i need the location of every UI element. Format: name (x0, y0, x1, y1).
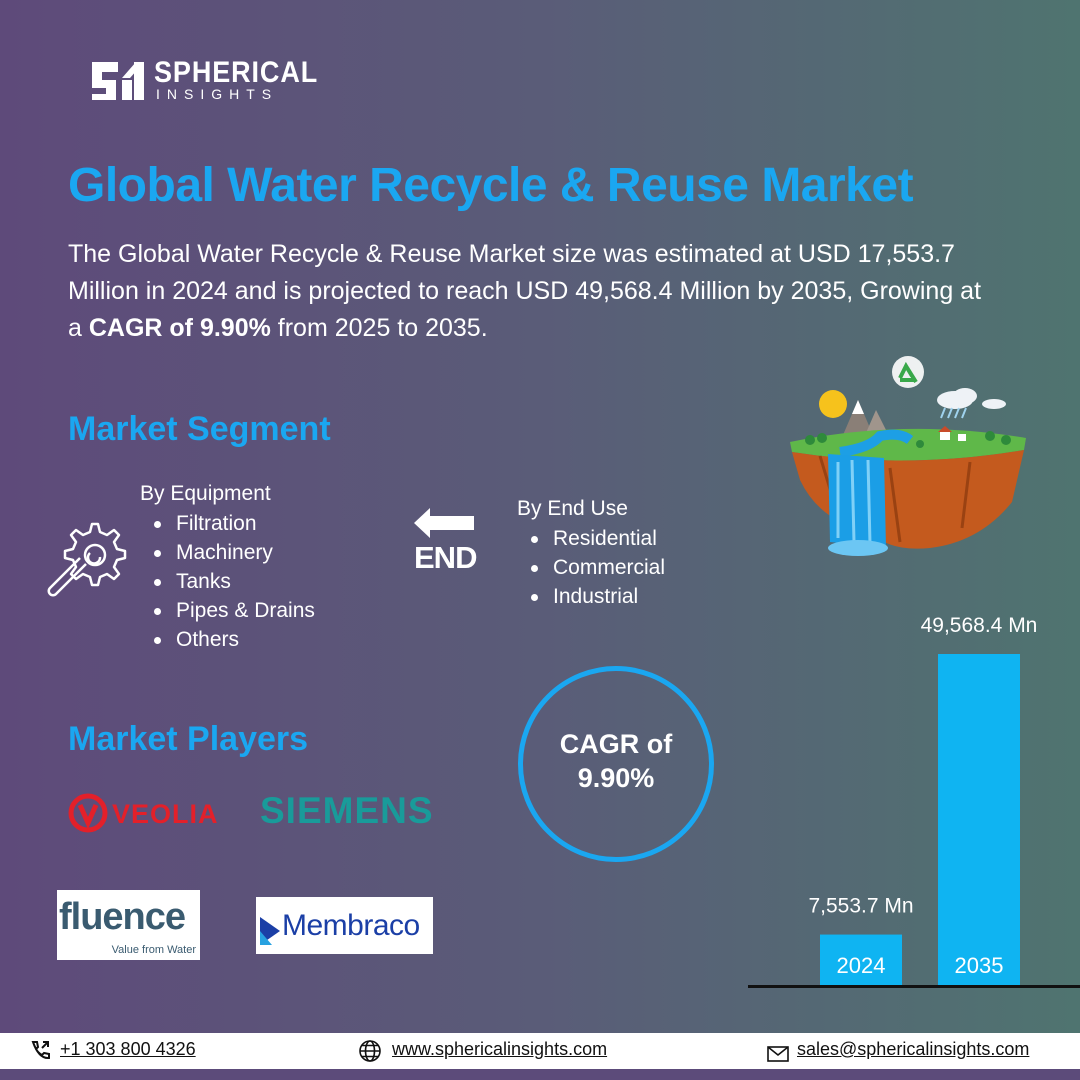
page-title: Global Water Recycle & Reuse Market (68, 159, 914, 212)
membraco-logo: Membraco (256, 897, 433, 954)
end-use-list: Residential Commercial Industrial (529, 524, 665, 611)
phone-icon (31, 1041, 50, 1060)
membraco-name: Membraco (282, 909, 420, 942)
bar-2035 (938, 654, 1020, 985)
category-label: 2024 (837, 953, 886, 978)
website-link[interactable]: www.sphericalinsights.com (392, 1039, 608, 1059)
cagr-circle: CAGR of 9.90% (518, 666, 714, 862)
globe-icon (359, 1040, 381, 1062)
email-link[interactable]: sales@sphericalinsights.com (797, 1039, 1030, 1059)
brand-subtitle: INSIGHTS (156, 86, 279, 102)
end-label: END (414, 540, 477, 575)
list-item: Filtration (152, 509, 315, 538)
category-label: 2035 (955, 953, 1004, 978)
market-description: The Global Water Recycle & Reuse Market … (68, 236, 988, 347)
market-size-bar-chart: 7,553.7 Mn 2024 49,568.4 Mn 2035 (748, 614, 1080, 988)
list-item: Tanks (152, 567, 315, 596)
recycle-icon (892, 356, 924, 388)
island-waterfall-illustration (790, 356, 1026, 556)
list-item: Commercial (529, 553, 665, 582)
siemens-logo: SIEMENS (260, 790, 434, 831)
brand-name: SPHERICAL (154, 56, 319, 89)
data-label: 49,568.4 Mn (921, 614, 1038, 637)
by-end-use-heading: By End Use (517, 497, 628, 520)
market-segment-title: Market Segment (68, 410, 331, 448)
arrow-left-icon (414, 508, 474, 538)
mail-icon (767, 1046, 789, 1062)
fluence-name: fluence (59, 896, 186, 938)
cagr-text: CAGR of 9.90% (523, 727, 709, 795)
veolia-logo: VEOLIA (68, 791, 228, 835)
fluence-tagline: Value from Water (111, 944, 196, 956)
list-item: Others (152, 625, 315, 654)
list-item: Machinery (152, 538, 315, 567)
gear-wrench-icon (47, 522, 127, 597)
phone-link[interactable]: +1 303 800 4326 (60, 1039, 196, 1059)
spherical-logo-icon (92, 62, 144, 100)
description-text-end: from 2025 to 2035. (270, 314, 488, 342)
list-item: Industrial (529, 582, 665, 611)
cagr-label: CAGR of (559, 729, 673, 759)
footer-strip (0, 1069, 1080, 1080)
market-players-title: Market Players (68, 720, 309, 758)
brand-logo: SPHERICAL INSIGHTS (92, 56, 332, 106)
list-item: Residential (529, 524, 665, 553)
fluence-logo: fluence Value from Water (57, 890, 200, 960)
by-equipment-heading: By Equipment (140, 482, 271, 505)
svg-text:VEOLIA: VEOLIA (112, 799, 219, 829)
description-cagr: CAGR of 9.90% (88, 314, 271, 342)
list-item: Pipes & Drains (152, 596, 315, 625)
footer-bar: +1 303 800 4326 www.sphericalinsights.co… (0, 1033, 1080, 1069)
bar-2024 (820, 934, 902, 985)
data-label: 7,553.7 Mn (808, 895, 913, 918)
equipment-list: Filtration Machinery Tanks Pipes & Drain… (152, 509, 315, 654)
cagr-value: 9.90% (577, 763, 655, 793)
membraco-mark-icon (260, 917, 280, 945)
description-text: The Global Water Recycle & Reuse Market … (68, 240, 982, 342)
